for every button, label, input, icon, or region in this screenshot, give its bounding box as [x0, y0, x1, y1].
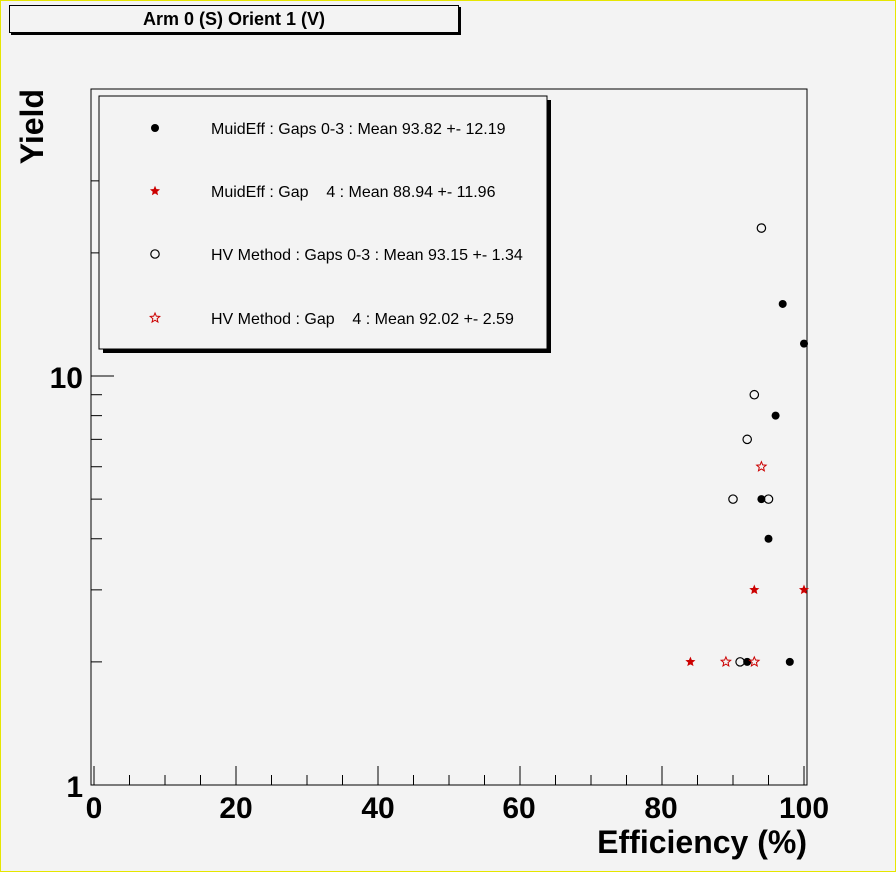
legend-markers [149, 124, 161, 324]
x-tick-label-60: 60 [502, 792, 535, 825]
data-point-series-1 [749, 584, 760, 595]
legend-entry-hv-gaps03: HV Method : Gaps 0-3 : Mean 93.15 +- 1.3… [211, 247, 523, 264]
data-point-series-3 [719, 655, 732, 667]
x-tick-label-0: 0 [86, 792, 103, 825]
data-point-series-0 [771, 411, 780, 420]
y-axis-title: Yield [14, 89, 50, 164]
data-point-series-0 [764, 534, 773, 543]
x-tick-label-40: 40 [361, 792, 394, 825]
x-axis-title: Efficiency (%) [597, 824, 807, 860]
data-points [685, 223, 810, 667]
x-tick-label-20: 20 [219, 792, 252, 825]
data-point-series-1 [685, 656, 696, 667]
data-point-series-2 [763, 494, 774, 504]
data-point-series-2 [749, 389, 760, 400]
data-point-series-0 [757, 495, 766, 504]
legend-marker-series-3 [149, 311, 161, 324]
y-tick-label-1: 1 [66, 771, 83, 804]
data-point-series-2 [756, 223, 767, 233]
data-point-series-2 [735, 657, 745, 667]
legend-marker-series-2 [150, 249, 160, 259]
data-point-series-0 [800, 339, 808, 348]
y-tick-label-10: 10 [50, 362, 83, 395]
legend-entry-hv-gap4: HV Method : Gap 4 : Mean 92.02 +- 2.59 [211, 311, 514, 328]
x-tick-label-100: 100 [779, 792, 829, 825]
x-axis-ticks [93, 766, 805, 785]
data-point-series-3 [748, 655, 761, 667]
legend-marker-series-1 [149, 185, 161, 196]
data-point-series-0 [785, 657, 794, 666]
legend-marker-series-0 [151, 124, 159, 132]
legend-entry-muideff-gaps03: MuidEff : Gaps 0-3 : Mean 93.82 +- 12.19 [211, 121, 506, 138]
data-point-series-3 [755, 460, 768, 472]
y-axis-ticks [91, 180, 114, 786]
x-tick-label-80: 80 [644, 792, 677, 825]
data-point-series-2 [742, 434, 752, 445]
data-point-series-0 [778, 299, 787, 308]
legend-entry-muideff-gap4: MuidEff : Gap 4 : Mean 88.94 +- 11.96 [211, 184, 496, 201]
legend: MuidEff : Gaps 0-3 : Mean 93.82 +- 12.19… [98, 95, 551, 353]
plot-title: Arm 0 (S) Orient 1 (V) [9, 5, 459, 33]
data-point-series-1 [798, 584, 810, 595]
legend-box [98, 95, 548, 350]
data-point-series-2 [728, 494, 738, 504]
